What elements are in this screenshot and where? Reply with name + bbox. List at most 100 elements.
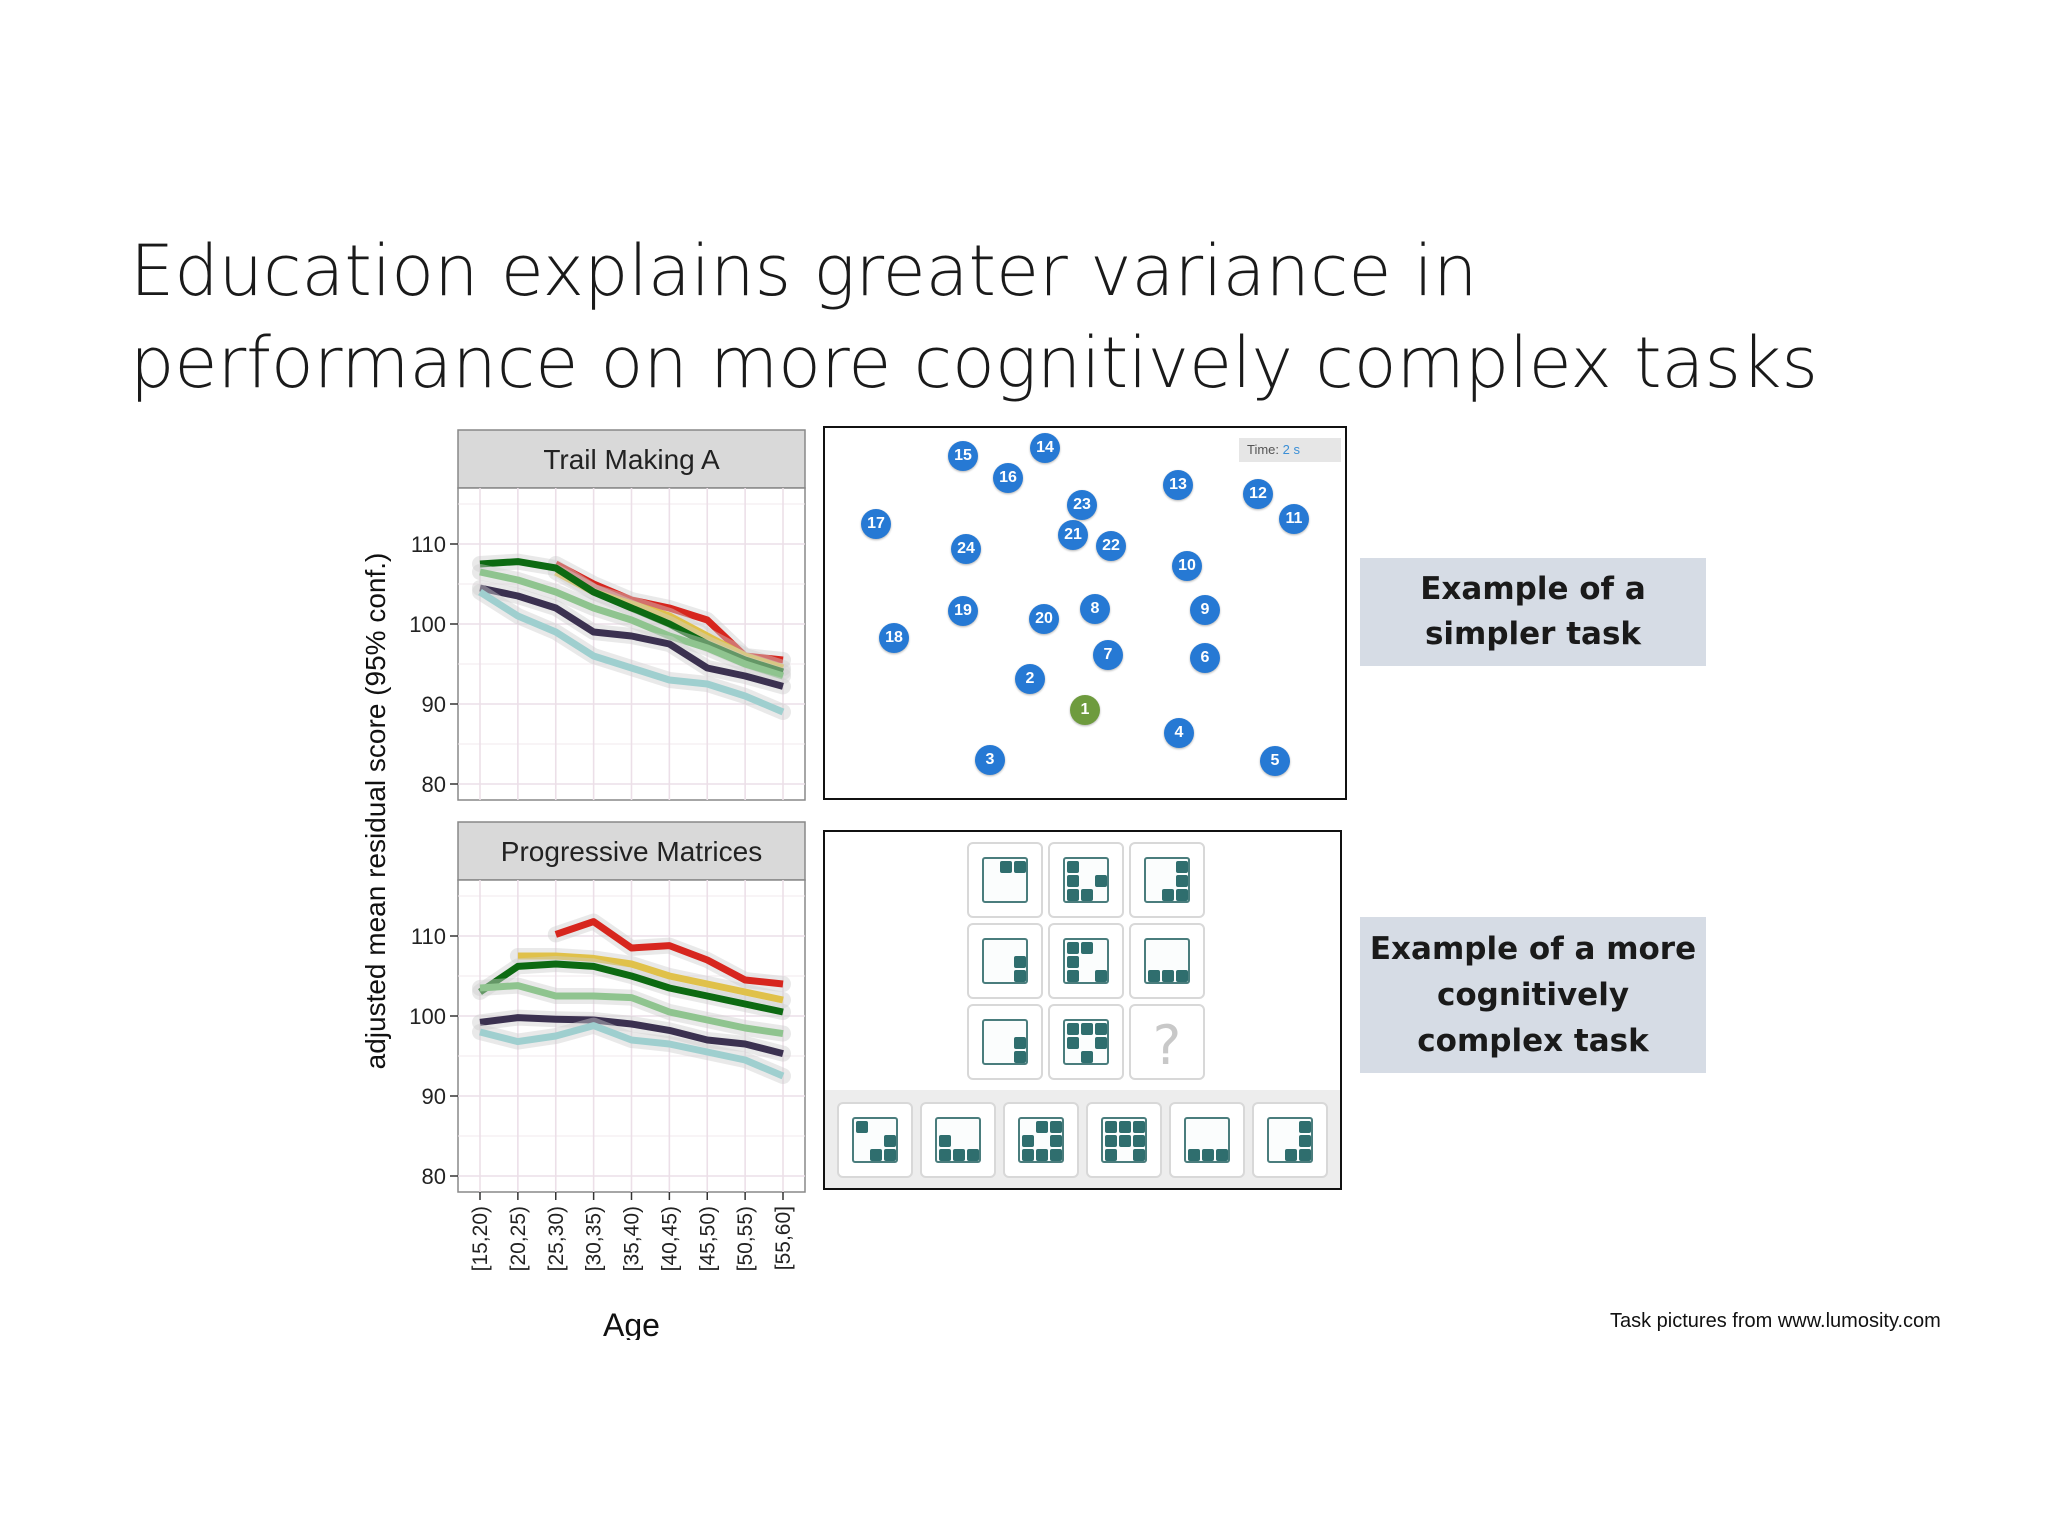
trail-dot-24: 24: [951, 534, 981, 564]
block-icon: [939, 1149, 951, 1161]
facet-title: Trail Making A: [543, 444, 720, 475]
trail-dot-8: 8: [1080, 594, 1110, 624]
sq-cross-icon: [1063, 1019, 1109, 1065]
series-line-5: [479, 584, 784, 690]
title-line-1: Education explains greater variance in: [130, 230, 1478, 312]
sq-full-mix-2-icon: [1101, 1117, 1147, 1163]
y-tick-label: 110: [411, 532, 446, 557]
block-icon: [1067, 970, 1079, 982]
block-icon: [1014, 1051, 1026, 1063]
trail-dot-15: 15: [948, 441, 978, 471]
trail-dot-19: 19: [948, 596, 978, 626]
y-tick-label: 110: [411, 924, 446, 949]
sq-top-right-2-icon: [982, 857, 1028, 903]
block-icon: [1022, 1135, 1034, 1147]
trail-dot-14: 14: [1030, 433, 1060, 463]
block-icon: [884, 1149, 896, 1161]
block-icon: [1050, 1121, 1062, 1133]
block-icon: [1299, 1121, 1311, 1133]
y-tick-label: 80: [422, 1164, 446, 1189]
block-icon: [1176, 889, 1188, 901]
block-icon: [1022, 1149, 1034, 1161]
series-line-5: [479, 1014, 784, 1057]
block-icon: [1095, 1037, 1107, 1049]
x-tick-label: [55,60]: [772, 1206, 795, 1270]
timer-value: 2 s: [1282, 442, 1300, 457]
trail-dot-16: 16: [993, 463, 1023, 493]
block-icon: [1014, 956, 1026, 968]
block-icon: [870, 1149, 882, 1161]
block-icon: [1036, 1121, 1048, 1133]
trail-dot-10: 10: [1172, 551, 1202, 581]
trail-dot-21: 21: [1058, 520, 1088, 550]
block-icon: [1133, 1149, 1145, 1161]
matrix-cell-6: [1129, 923, 1205, 999]
sq-bottom-row-icon: [935, 1117, 981, 1163]
block-icon: [1162, 889, 1174, 901]
trail-dot-20: 20: [1029, 604, 1059, 634]
y-tick-label: 100: [409, 612, 446, 637]
block-icon: [1188, 1149, 1200, 1161]
block-icon: [1081, 1023, 1093, 1035]
block-icon: [939, 1135, 951, 1147]
block-icon: [1050, 1135, 1062, 1147]
trail-making-task-screenshot: Time: 2 s 1 2 3 4 5 6 7 8 9 10 11 12 13 14 15 16 17 18 19 2…: [823, 426, 1347, 800]
trail-dot-12: 12: [1243, 479, 1273, 509]
block-icon: [1067, 889, 1079, 901]
question-mark: ?: [1152, 1014, 1182, 1077]
trail-dot-1: 1: [1070, 695, 1100, 725]
simpler-task-label-line-2: simpler task: [1424, 616, 1642, 652]
trail-dot-13: 13: [1163, 470, 1193, 500]
block-icon: [1216, 1149, 1228, 1161]
y-tick-label: 80: [422, 772, 446, 797]
matrix-cell-2: [1048, 842, 1124, 918]
x-tick-label: [25,30): [545, 1206, 568, 1271]
block-icon: [1133, 1121, 1145, 1133]
answer-option-2: [920, 1102, 996, 1178]
block-icon: [1285, 1149, 1297, 1161]
line-charts: Trail Making A 80 90 100 110 Progressive Matr…: [360, 429, 806, 1340]
trail-dot-11: 11: [1279, 504, 1309, 534]
block-icon: [1067, 861, 1079, 873]
image-credit: Task pictures from www.lumosity.com: [1610, 1310, 1941, 1332]
matrix-cell-5: [1048, 923, 1124, 999]
block-icon: [1067, 1037, 1079, 1049]
answer-option-6: [1252, 1102, 1328, 1178]
sq-t-shape-icon: [1063, 938, 1109, 984]
trail-dot-7: 7: [1093, 640, 1123, 670]
timer-display: Time: 2 s: [1239, 438, 1341, 462]
series-line-6: [478, 589, 785, 716]
timer-label: Time:: [1247, 442, 1280, 457]
facet-strip: [457, 429, 806, 489]
series-line-1: [554, 918, 784, 988]
matrix-cell-1: [967, 842, 1043, 918]
block-icon: [1176, 875, 1188, 887]
x-axis-label: Age: [603, 1307, 660, 1340]
facet-title: Progressive Matrices: [501, 836, 762, 867]
y-axis-label: adjusted mean residual score (95% conf.): [360, 553, 391, 1070]
answer-option-4: [1086, 1102, 1162, 1178]
block-icon: [1176, 861, 1188, 873]
answer-option-5: [1169, 1102, 1245, 1178]
series-line-4: [479, 568, 785, 680]
block-icon: [1000, 861, 1012, 873]
answer-option-3: [1003, 1102, 1079, 1178]
complex-task-label-line-3: complex task: [1417, 1023, 1649, 1059]
sq-full-mix-icon: [1018, 1117, 1064, 1163]
trail-dot-3: 3: [975, 745, 1005, 775]
block-icon: [1148, 970, 1160, 982]
block-icon: [1105, 1121, 1117, 1133]
matrix-cell-9: ?: [1129, 1004, 1205, 1080]
sq-l-shape-icon: [1063, 857, 1109, 903]
block-icon: [953, 1149, 965, 1161]
y-tick-label: 90: [422, 692, 446, 717]
sq-right-corner-2-icon: [1267, 1117, 1313, 1163]
block-icon: [1067, 942, 1079, 954]
block-icon: [1081, 942, 1093, 954]
sq-stair-icon: [1144, 857, 1190, 903]
block-icon: [1081, 1051, 1093, 1063]
block-icon: [1050, 1149, 1062, 1161]
block-icon: [1081, 889, 1093, 901]
block-icon: [1105, 1149, 1117, 1161]
answer-option-1: [837, 1102, 913, 1178]
